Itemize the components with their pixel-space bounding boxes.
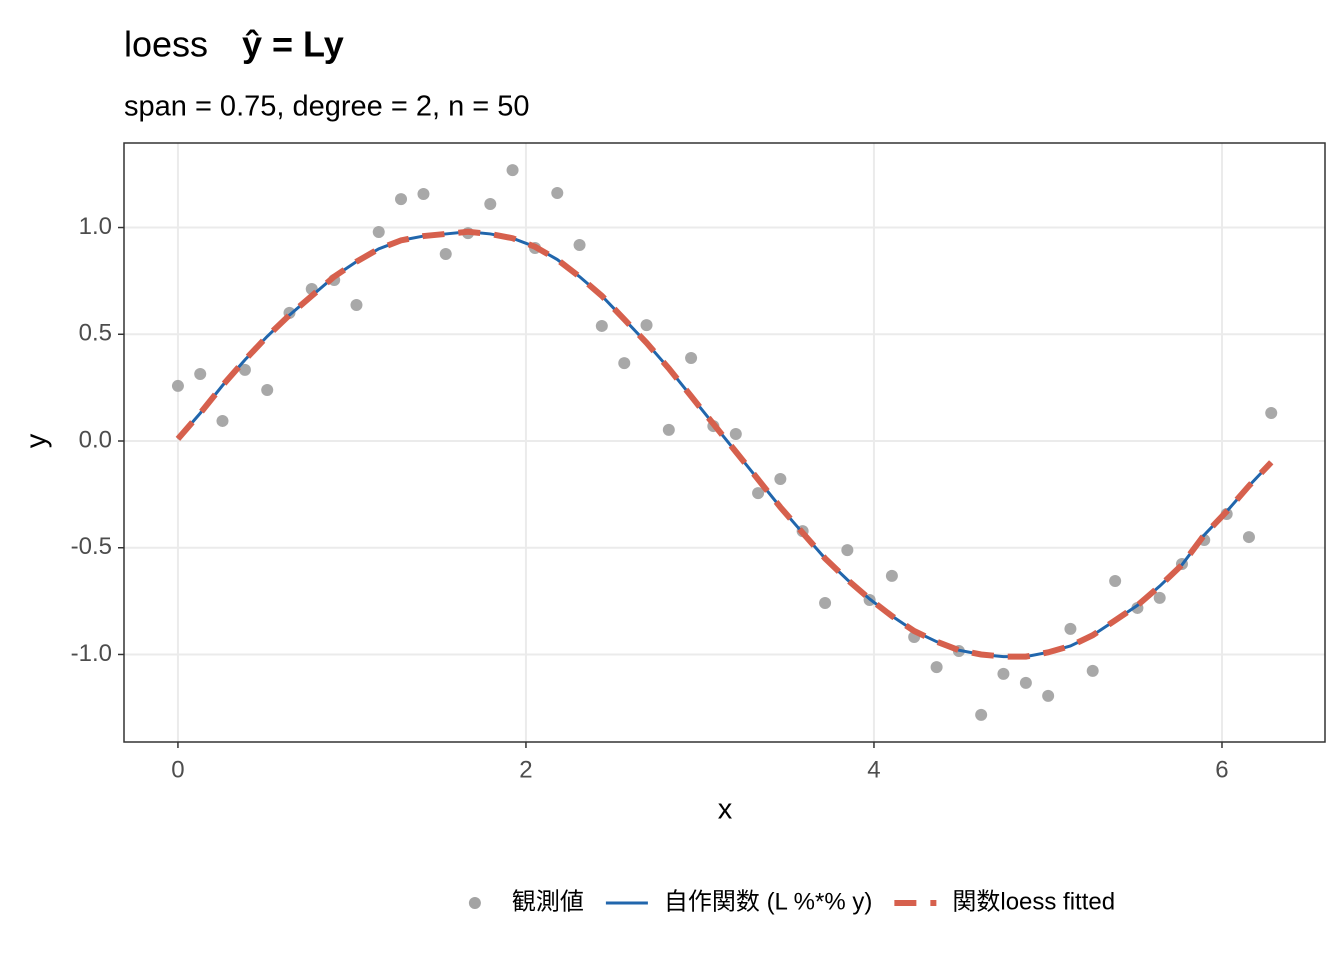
y-tick-label: -0.5 [71,533,112,560]
data-point [885,569,898,582]
fitted-line-dashed [175,228,1274,660]
panel-border [123,142,1326,743]
data-point [1153,591,1166,604]
chart-title-formula: ŷ = Ly [242,24,344,65]
data-point [439,248,452,261]
data-point [997,667,1010,680]
legend-label: 観測値 [512,888,584,915]
data-point [194,367,207,380]
y-axis-title: y [21,433,53,448]
data-point [752,487,765,500]
legend-label: 自作関数 (L %*% y) [664,888,872,915]
y-tick-label: 0.5 [79,320,112,347]
y-tick-label: 0.0 [79,426,112,453]
data-point [841,544,854,557]
chart-subtitle: span = 0.75, degree = 2, n = 50 [124,91,530,123]
data-point [1042,689,1055,702]
data-point [1019,676,1032,689]
data-point [1086,664,1099,677]
panel-background [124,143,1325,742]
data-point [216,414,229,427]
data-point [618,357,631,370]
data-point [662,423,675,436]
data-point [238,363,251,376]
legend-item: 関数loess fitted [894,888,1115,915]
data-point [685,351,698,364]
y-tick-label: 1.0 [79,213,112,240]
legend-item: 自作関数 (L %*% y) [605,888,872,915]
data-point [975,708,988,721]
data-point [350,299,363,312]
legend-key [468,897,481,909]
data-point [819,597,832,610]
legend: 観測値 自作関数 (L %*% y) 関数loess fitted [468,888,1115,915]
data-point [729,427,742,440]
data-point [1109,575,1122,588]
legend-item: 観測値 [468,888,584,915]
data-point [395,193,408,206]
data-point [484,198,497,211]
data-point [1064,622,1077,635]
data-point [551,186,564,199]
y-tick-label: -1.0 [71,640,112,667]
x-axis-title: x [718,794,733,826]
x-tick-label: 4 [867,756,880,783]
data-point [372,226,385,239]
x-tick-label: 0 [171,756,184,783]
chart-title: loess [124,24,208,65]
data-point [774,473,787,486]
data-point [506,164,519,177]
x-tick-label: 2 [519,756,532,783]
x-tick-label: 6 [1215,756,1228,783]
legend-label: 関数loess fitted [952,888,1115,915]
data-point [417,188,430,201]
data-point [261,383,274,396]
data-point [1265,407,1278,420]
data-point [573,239,586,252]
data-point [1242,531,1255,544]
data-point [595,319,608,332]
data-point [171,379,184,392]
data-point [640,319,653,332]
data-point [930,661,943,674]
